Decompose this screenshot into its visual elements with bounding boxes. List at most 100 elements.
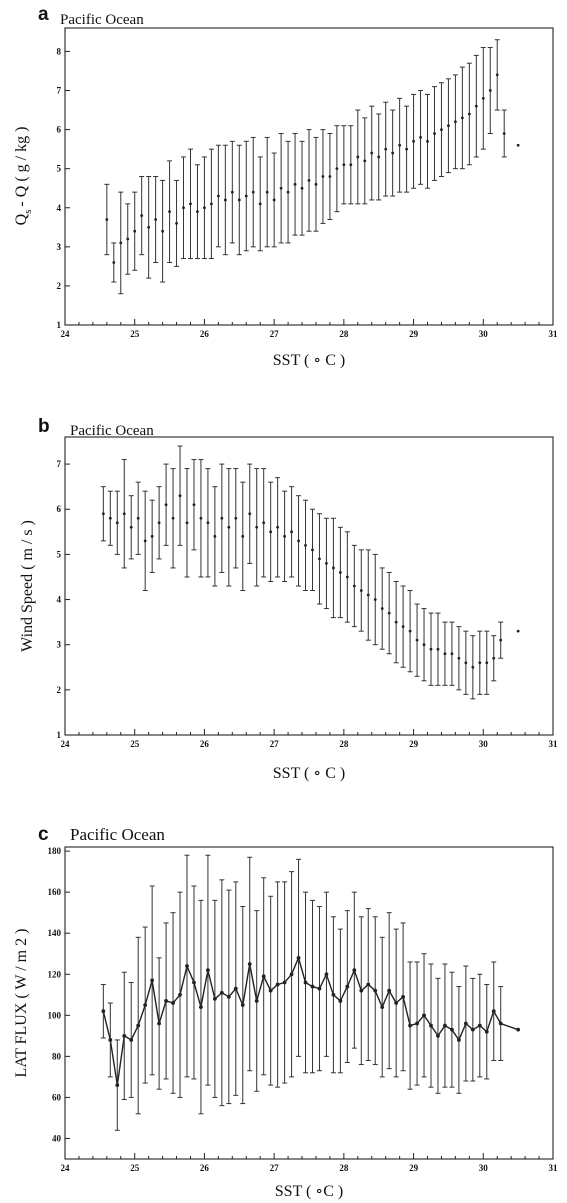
panel-a-data-point bbox=[258, 202, 262, 206]
panel-a-data-point bbox=[300, 186, 304, 190]
panel-a-x-tick-label: 31 bbox=[549, 329, 559, 339]
panel-b-letter: b bbox=[38, 416, 50, 437]
panel-c-data-point bbox=[157, 1021, 162, 1026]
panel-c-x-tick-label: 30 bbox=[479, 1163, 489, 1173]
panel-b-data-point bbox=[352, 584, 356, 588]
panel-a-ticks: 24 25 26 27 28 29 30 31 1 2 3 4 5 6 7 8 bbox=[57, 46, 559, 339]
panel-b-data-point bbox=[213, 534, 217, 538]
panel-c-y-tick-label: 60 bbox=[52, 1092, 62, 1102]
panel-b-y-tick-label: 5 bbox=[57, 549, 62, 559]
panel-b-data-point bbox=[157, 521, 161, 525]
panel-a-data-point bbox=[384, 147, 388, 151]
panel-a-data-point bbox=[230, 190, 234, 194]
panel-b-data-point bbox=[255, 525, 259, 529]
panel-a-data-point bbox=[467, 112, 471, 116]
panel-a-data-point bbox=[154, 218, 158, 221]
panel-c-data-point bbox=[415, 1021, 419, 1026]
panel-a-data-point bbox=[272, 198, 276, 202]
panel-b-data-point bbox=[373, 598, 377, 601]
panel-c-y-tick-label: 100 bbox=[48, 1010, 62, 1020]
panel-c-data-point bbox=[136, 1023, 141, 1028]
panel-a-y-axis-title: Qs - Q ( g / kg ) bbox=[13, 127, 34, 226]
panel-c-data-point bbox=[254, 999, 259, 1003]
panel-a-data-point bbox=[454, 120, 457, 124]
panel-c-x-tick-label: 31 bbox=[549, 1163, 559, 1173]
panel-c-data-point bbox=[359, 988, 364, 993]
panel-b-data-point bbox=[422, 643, 426, 647]
panel-b-data-point bbox=[206, 521, 210, 525]
panel-c-data-point bbox=[498, 1021, 503, 1026]
panel-b-data-point bbox=[436, 647, 440, 651]
panel-a-data-point bbox=[495, 73, 499, 77]
panel-c-data-point bbox=[268, 988, 273, 993]
panel-b-data-point bbox=[171, 516, 175, 520]
panel-b-data-point bbox=[101, 512, 105, 516]
panel-b-x-tick-label: 31 bbox=[549, 739, 559, 749]
panel-b-y-tick-label: 3 bbox=[57, 640, 62, 650]
panel-a-data-point bbox=[126, 237, 130, 241]
panel-a-data-point bbox=[398, 143, 402, 147]
panel-a-x-tick-label: 26 bbox=[200, 329, 210, 339]
panel-c-x-tick-label: 24 bbox=[61, 1163, 71, 1173]
panel-b-x-tick-label: 26 bbox=[200, 739, 210, 749]
panel-b-data-point bbox=[262, 521, 266, 525]
panel-b-x-tick-label: 27 bbox=[270, 739, 280, 749]
panel-a-data-point bbox=[168, 210, 171, 214]
panel-c-data-point bbox=[206, 968, 210, 973]
panel-a-data-point bbox=[314, 182, 318, 186]
panel-a-data-point bbox=[293, 182, 297, 186]
panel-b-data-point bbox=[269, 530, 273, 534]
panel-a-data-point bbox=[216, 194, 220, 198]
panel-a-data-point bbox=[502, 132, 506, 135]
panel-a-data-point bbox=[175, 221, 178, 225]
panel-a-x-tick-label: 30 bbox=[479, 329, 489, 339]
panel-b-data-point bbox=[122, 512, 126, 516]
panel-a-y-axis-title-main: Q bbox=[13, 213, 30, 225]
panel-a-y-tick-label: 8 bbox=[57, 46, 62, 56]
panel-c-data-point bbox=[352, 968, 357, 973]
panel-a-y-tick-label: 3 bbox=[57, 242, 62, 252]
panel-b-data-point bbox=[471, 665, 475, 669]
panel-a-data-point bbox=[112, 261, 116, 264]
panel-b-data-point bbox=[492, 656, 496, 660]
panel-c-y-tick-label: 180 bbox=[48, 846, 62, 856]
panel-c-y-tick-label: 40 bbox=[52, 1133, 62, 1143]
panel-c-data-point bbox=[296, 955, 301, 960]
panel-b-data-point bbox=[241, 534, 245, 538]
panel-a-x-tick-label: 28 bbox=[339, 329, 349, 339]
panel-c-data-point bbox=[247, 962, 252, 966]
panel-b-data-point bbox=[129, 525, 133, 529]
panel-b-data-point bbox=[108, 516, 112, 520]
panel-a-data-point bbox=[474, 104, 478, 108]
panel-a-data-point bbox=[481, 96, 485, 100]
panel-b-data-point bbox=[185, 521, 189, 525]
panel-b-data-point bbox=[290, 530, 293, 534]
panel-c-data-point bbox=[380, 1005, 385, 1010]
panel-b-data-point bbox=[345, 575, 349, 579]
panel-a-data-point bbox=[356, 155, 360, 159]
panel-b-y-tick-label: 4 bbox=[57, 595, 62, 605]
panel-c-data-point bbox=[289, 972, 294, 977]
panel-a-data-point bbox=[419, 136, 422, 139]
panel-b-data-point bbox=[401, 625, 405, 629]
panel-c-data-point bbox=[484, 1029, 489, 1034]
panel-a-y-tick-label: 1 bbox=[57, 320, 62, 330]
panel-a-x-axis-title: SST ( ∘ C ) bbox=[273, 352, 345, 369]
panel-b-data-point bbox=[248, 512, 252, 516]
panel-a-data-point bbox=[133, 229, 137, 233]
panel-c-data-point bbox=[516, 1027, 521, 1032]
panel-b: b Pacific Ocean 24 25 26 27 28 29 30 311234567 … bbox=[19, 416, 558, 782]
panel-b-x-axis-title: SST ( ∘ C ) bbox=[273, 765, 345, 782]
panel-a-data-point bbox=[279, 186, 283, 190]
panel-b-data-point bbox=[359, 589, 363, 592]
panel-b-data-point bbox=[115, 521, 119, 525]
panel-b-x-tick-label: 30 bbox=[479, 739, 489, 749]
panel-b-data-point bbox=[234, 516, 238, 520]
panel-b-data-point bbox=[394, 620, 398, 624]
panel-a: a Pacific Ocean 24 25 26 27 28 29 30 31 1 2 3 4 5 6 7 8… bbox=[13, 4, 558, 369]
panel-a-data-point bbox=[182, 206, 185, 210]
panel-b-data-point bbox=[387, 611, 391, 615]
panel-c-letter: c bbox=[38, 824, 49, 845]
panel-b-data-point bbox=[136, 516, 140, 520]
panel-c-data-point bbox=[185, 964, 189, 968]
